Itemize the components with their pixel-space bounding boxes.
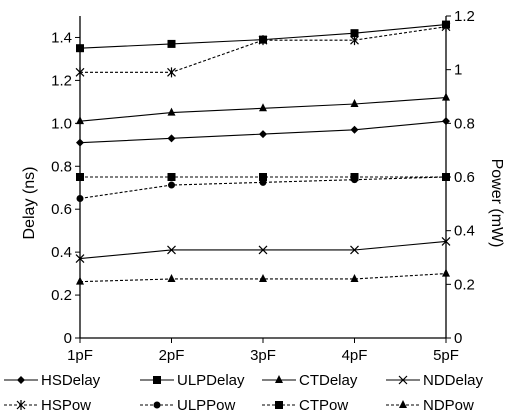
legend-label: NDDelay xyxy=(423,372,484,389)
legend: HSDelay ULPDelay CTDelay NDDelay HSPow ULPPow… xyxy=(4,372,484,413)
diamond-marker xyxy=(259,130,267,139)
triangle-marker xyxy=(275,375,283,383)
left-y-tick-label: 0.6 xyxy=(51,201,72,218)
left-y-tick-label: 1.4 xyxy=(51,29,72,46)
legend-label: NDPow xyxy=(423,397,474,413)
square-marker xyxy=(76,173,84,181)
right-axis-label: Power (mW) xyxy=(488,159,505,248)
star-marker xyxy=(258,35,268,46)
x-marker xyxy=(350,245,359,255)
circle-marker xyxy=(153,401,161,409)
right-y-tick-label: 1 xyxy=(454,62,462,79)
left-y-tick-label: 0.2 xyxy=(51,287,72,304)
triangle-marker xyxy=(442,268,450,277)
series-ctpow xyxy=(76,173,450,181)
legend-label: HSPow xyxy=(41,397,91,413)
right-y-tick-label: 0.8 xyxy=(454,115,475,132)
diamond-marker xyxy=(350,125,359,134)
triangle-marker xyxy=(167,273,176,282)
series-hsdelay xyxy=(76,117,450,147)
left-axis-title: Delay (ns) xyxy=(21,167,38,240)
circle-marker xyxy=(76,194,84,202)
plot-area: 0 0.2 0.4 0.6 0.8 1.0 1.2 1.4 0 0.2 0.4 0.6 0.8 1 1.2 1… xyxy=(51,8,475,364)
square-marker xyxy=(259,173,267,181)
right-axis-title: Power (mW) xyxy=(488,159,505,248)
diamond-marker xyxy=(442,117,450,126)
x-marker xyxy=(398,375,408,385)
right-y-tick-label: 1.2 xyxy=(454,8,475,25)
legend-label: CTPow xyxy=(299,397,348,413)
x-marker xyxy=(167,245,176,255)
legend-label: HSDelay xyxy=(41,372,101,389)
left-y-tick-label: 0.8 xyxy=(51,158,72,175)
square-marker xyxy=(442,173,450,181)
square-marker xyxy=(76,44,84,53)
series-nddelay xyxy=(75,236,451,263)
square-marker xyxy=(350,173,359,181)
square-marker xyxy=(167,173,176,181)
right-y-tick-label: 0.2 xyxy=(454,276,475,293)
star-marker xyxy=(167,67,176,78)
x-tick-label: 5pF xyxy=(433,347,459,364)
triangle-marker xyxy=(350,273,359,282)
triangle-marker xyxy=(259,103,267,112)
left-y-tick-label: 1.0 xyxy=(51,115,72,132)
legend-item-ulppow: ULPPow xyxy=(140,397,236,413)
diamond-marker xyxy=(76,138,84,147)
star-marker xyxy=(441,21,451,32)
legend-label: CTDelay xyxy=(299,372,358,389)
left-axis-label: Delay (ns) xyxy=(21,167,38,240)
x-tick-label: 4pF xyxy=(342,347,368,364)
square-marker xyxy=(167,39,176,48)
legend-item-hspow: HSPow xyxy=(4,397,91,413)
legend-item-nddelay: NDDelay xyxy=(386,372,484,389)
legend-label: ULPPow xyxy=(177,397,236,413)
legend-item-ctdelay: CTDelay xyxy=(262,372,358,389)
square-marker xyxy=(275,401,283,409)
series-line xyxy=(79,176,447,200)
legend-label: ULPDelay xyxy=(177,372,245,389)
square-marker xyxy=(350,29,359,38)
x-tick-label: 3pF xyxy=(250,347,276,364)
triangle-marker xyxy=(350,99,359,108)
right-y-tick-label: 0.4 xyxy=(454,223,475,240)
triangle-marker xyxy=(76,116,84,125)
legend-item-ndpow: NDPow xyxy=(386,397,474,413)
x-tick-label: 1pF xyxy=(67,347,93,364)
diamond-marker xyxy=(167,134,176,143)
left-y-tick-label: 0.4 xyxy=(51,244,72,261)
x-marker xyxy=(441,236,451,246)
triangle-marker xyxy=(442,92,450,101)
left-y-tick-label: 0 xyxy=(64,330,72,347)
star-marker xyxy=(350,35,359,46)
legend-item-ulpdelay: ULPDelay xyxy=(140,372,245,389)
diamond-marker xyxy=(17,376,25,384)
triangle-marker xyxy=(76,276,84,285)
square-marker xyxy=(153,376,161,384)
triangle-marker xyxy=(167,107,176,116)
x-marker xyxy=(75,254,85,263)
series-line xyxy=(80,26,447,73)
x-marker xyxy=(258,245,268,255)
triangle-marker xyxy=(399,400,407,408)
series-ctdelay xyxy=(76,92,450,125)
legend-item-ctpow: CTPow xyxy=(262,397,348,413)
left-y-tick-label: 1.2 xyxy=(51,72,72,89)
legend-item-hsdelay: HSDelay xyxy=(4,372,101,389)
series-line xyxy=(79,273,447,283)
star-marker xyxy=(16,400,26,410)
series-hspow xyxy=(75,21,451,78)
circle-marker xyxy=(168,181,175,189)
star-marker xyxy=(75,67,85,78)
right-y-tick-label: 0 xyxy=(454,330,462,347)
right-y-tick-label: 0.6 xyxy=(454,169,475,186)
triangle-marker xyxy=(259,273,267,282)
series-ndpow xyxy=(76,268,450,285)
x-tick-label: 2pF xyxy=(159,347,185,364)
